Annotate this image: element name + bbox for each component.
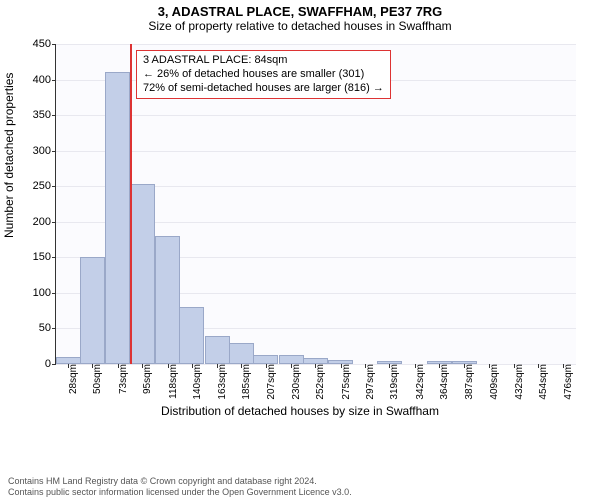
marker-callout: 3 ADASTRAL PLACE: 84sqm← 26% of detached…: [136, 50, 391, 99]
xtick-label: 476sqm: [561, 364, 574, 400]
xtick-label: 319sqm: [387, 364, 400, 400]
histogram-bar: [56, 357, 81, 364]
ytick-label: 50: [39, 322, 56, 334]
xtick-label: 163sqm: [215, 364, 228, 400]
histogram-bar: [80, 257, 105, 364]
ytick-label: 300: [33, 145, 56, 157]
xtick-label: 73sqm: [116, 364, 129, 394]
histogram-bar: [179, 307, 204, 364]
xtick-label: 252sqm: [313, 364, 326, 400]
gridline: [56, 151, 576, 152]
footer-attribution: Contains HM Land Registry data © Crown c…: [8, 476, 352, 498]
callout-line: ← 26% of detached houses are smaller (30…: [143, 68, 384, 82]
gridline: [56, 44, 576, 45]
histogram-bar: [130, 184, 155, 364]
chart-container: { "title": "3, ADASTRAL PLACE, SWAFFHAM,…: [0, 0, 600, 500]
footer-line-2: Contains public sector information licen…: [8, 487, 352, 498]
footer-line-1: Contains HM Land Registry data © Crown c…: [8, 476, 352, 487]
ytick-label: 0: [45, 358, 56, 370]
xtick-label: 387sqm: [462, 364, 475, 400]
ytick-label: 450: [33, 38, 56, 50]
xtick-label: 297sqm: [363, 364, 376, 400]
xtick-label: 454sqm: [536, 364, 549, 400]
xtick-label: 50sqm: [90, 364, 103, 394]
ytick-label: 350: [33, 109, 56, 121]
chart-subtitle: Size of property relative to detached ho…: [0, 19, 600, 35]
xtick-label: 364sqm: [437, 364, 450, 400]
xtick-label: 95sqm: [140, 364, 153, 394]
chart-title: 3, ADASTRAL PLACE, SWAFFHAM, PE37 7RG: [0, 0, 600, 19]
xtick-label: 118sqm: [166, 364, 179, 399]
plot-area: 05010015020025030035040045028sqm50sqm73s…: [55, 44, 576, 365]
histogram-bar: [229, 343, 254, 364]
xtick-label: 140sqm: [190, 364, 203, 400]
gridline: [56, 115, 576, 116]
ytick-label: 400: [33, 74, 56, 86]
y-axis-label: Number of detached properties: [2, 73, 16, 238]
histogram-bar: [155, 236, 180, 364]
xtick-label: 230sqm: [289, 364, 302, 400]
xtick-label: 275sqm: [339, 364, 352, 400]
ytick-label: 150: [33, 251, 56, 263]
xtick-label: 409sqm: [487, 364, 500, 400]
xtick-label: 207sqm: [264, 364, 277, 400]
callout-line: 72% of semi-detached houses are larger (…: [143, 82, 384, 96]
xtick-label: 185sqm: [239, 364, 252, 400]
ytick-label: 250: [33, 180, 56, 192]
histogram-bar: [205, 336, 230, 364]
callout-line: 3 ADASTRAL PLACE: 84sqm: [143, 54, 384, 68]
x-axis-label: Distribution of detached houses by size …: [0, 404, 600, 418]
histogram-bar: [105, 72, 130, 364]
xtick-label: 28sqm: [66, 364, 79, 394]
xtick-label: 432sqm: [512, 364, 525, 400]
histogram-bar: [253, 355, 278, 364]
ytick-label: 200: [33, 216, 56, 228]
marker-line: [130, 44, 132, 364]
xtick-label: 342sqm: [413, 364, 426, 400]
chart-area: Number of detached properties 0501001502…: [0, 38, 600, 438]
histogram-bar: [279, 355, 304, 364]
ytick-label: 100: [33, 287, 56, 299]
